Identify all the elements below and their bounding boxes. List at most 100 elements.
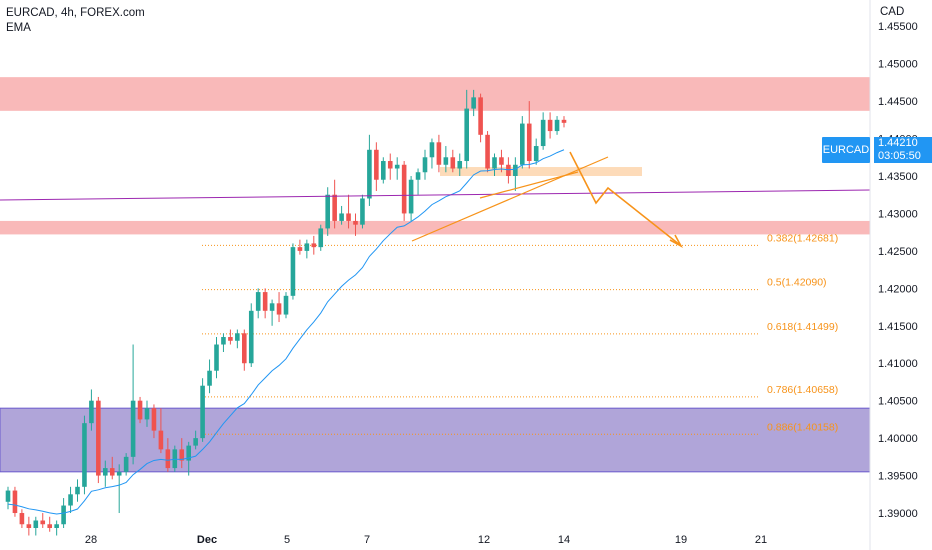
- candle-body: [158, 430, 164, 450]
- candle-body: [506, 164, 511, 176]
- candle-body: [450, 157, 456, 169]
- candle-body: [137, 400, 143, 420]
- candle-body: [554, 119, 560, 132]
- candle-body: [242, 333, 247, 364]
- candle-body: [297, 247, 303, 251]
- candle-body: [422, 157, 428, 173]
- price-tick-label: 1.40000: [878, 433, 918, 445]
- candle-body: [207, 370, 212, 386]
- candle-body: [381, 161, 386, 180]
- candle-body: [318, 228, 324, 248]
- candles-layer: [5, 89, 567, 536]
- candle-body: [89, 400, 94, 424]
- price-tick-label: 1.41500: [878, 321, 918, 333]
- time-tick-label: 19: [675, 534, 687, 546]
- zone-resistance: [0, 77, 870, 111]
- time-tick-label: 21: [755, 534, 767, 546]
- candle-body: [485, 134, 490, 169]
- candle-body: [478, 97, 483, 135]
- price-tick-label: 1.45500: [878, 21, 918, 33]
- price-tick-label: 1.39000: [878, 508, 918, 520]
- candle-body: [457, 161, 463, 169]
- candle-body: [540, 119, 546, 147]
- fib-label: 0.786(1.40658): [767, 384, 838, 396]
- candle-body: [130, 400, 136, 457]
- candle-body: [276, 303, 282, 315]
- zone-small-resistance: [440, 167, 642, 176]
- candle-body: [387, 161, 393, 169]
- candle-body: [464, 108, 469, 162]
- price-tick-label: 1.39500: [878, 471, 918, 483]
- price-tick-label: 1.45000: [878, 59, 918, 71]
- candle-body: [492, 157, 497, 169]
- candle-body: [526, 123, 532, 162]
- candle-body: [325, 194, 330, 229]
- projection-arrowhead: [669, 234, 684, 249]
- candle-body: [415, 172, 421, 180]
- axis-currency: CAD: [880, 6, 905, 18]
- candle-body: [179, 449, 185, 461]
- candle-body: [200, 385, 205, 439]
- current-price-label: 1.44210 03:05:50: [874, 137, 932, 163]
- symbol-title[interactable]: EURCAD, 4h, FOREX.com: [6, 7, 145, 19]
- current-price: 1.44210: [878, 137, 918, 149]
- candle-body: [283, 295, 289, 315]
- zones-layer: [0, 77, 871, 473]
- candle-body: [408, 179, 414, 214]
- price-tick-label: 1.44500: [878, 96, 918, 108]
- candle-body: [193, 438, 198, 446]
- candle-body: [214, 344, 219, 371]
- candle-body: [255, 292, 261, 311]
- time-tick-label: 12: [478, 534, 490, 546]
- candle-body: [269, 303, 275, 311]
- candle-body: [75, 486, 80, 495]
- time-tick-label: 14: [558, 534, 570, 546]
- horizontal-trendline: [0, 189, 871, 201]
- fib-label: 0.886(1.40158): [767, 421, 838, 433]
- indicator-label[interactable]: EMA: [6, 22, 31, 34]
- zone-demand: [0, 407, 871, 473]
- time-tick-label: 28: [85, 534, 97, 546]
- candle-body: [561, 119, 567, 123]
- candle-body: [533, 146, 539, 162]
- symbol-badge: EURCAD: [822, 137, 870, 163]
- price-tick-label: 1.40500: [878, 396, 918, 408]
- candle-body: [47, 524, 52, 528]
- candle-body: [33, 520, 39, 528]
- candle-body: [520, 123, 525, 165]
- time-tick-label: Dec: [197, 534, 217, 546]
- candle-body: [429, 142, 435, 158]
- candle-body: [262, 292, 268, 311]
- candle-body: [311, 243, 317, 248]
- candle-body: [360, 198, 365, 225]
- candle-body: [123, 456, 129, 472]
- candle-body: [443, 157, 449, 165]
- candle-body: [290, 247, 296, 296]
- candle-body: [499, 157, 504, 165]
- price-tick-label: 1.42000: [878, 283, 918, 295]
- fib-label: 0.5(1.42090): [767, 277, 827, 289]
- candle-body: [54, 524, 59, 528]
- candle-body: [12, 490, 18, 514]
- time-tick-label: 7: [364, 534, 370, 546]
- fib-label: 0.618(1.41499): [767, 321, 838, 333]
- candle-body: [26, 524, 32, 528]
- price-tick-label: 1.43000: [878, 208, 918, 220]
- candle-body: [19, 513, 25, 525]
- candle-body: [68, 494, 73, 506]
- rising-trendline: [411, 156, 609, 242]
- candle-body: [116, 471, 122, 476]
- price-tick-label: 1.41000: [878, 358, 918, 370]
- time-axis: 28 Dec 5 7 12 14 19 21: [85, 534, 767, 546]
- candle-body: [82, 423, 87, 487]
- chart-header: EURCAD, 4h, FOREX.com EMA: [6, 6, 145, 36]
- rising-trendline-2: [479, 171, 579, 199]
- candle-body: [96, 400, 101, 476]
- candle-body: [436, 142, 442, 165]
- candle-body: [394, 164, 400, 169]
- candle-body: [248, 310, 254, 364]
- price-axis: 1.455001.450001.445001.440001.435001.430…: [878, 21, 918, 520]
- candle-body: [304, 243, 310, 251]
- symbol-badge-text: EURCAD: [822, 144, 870, 156]
